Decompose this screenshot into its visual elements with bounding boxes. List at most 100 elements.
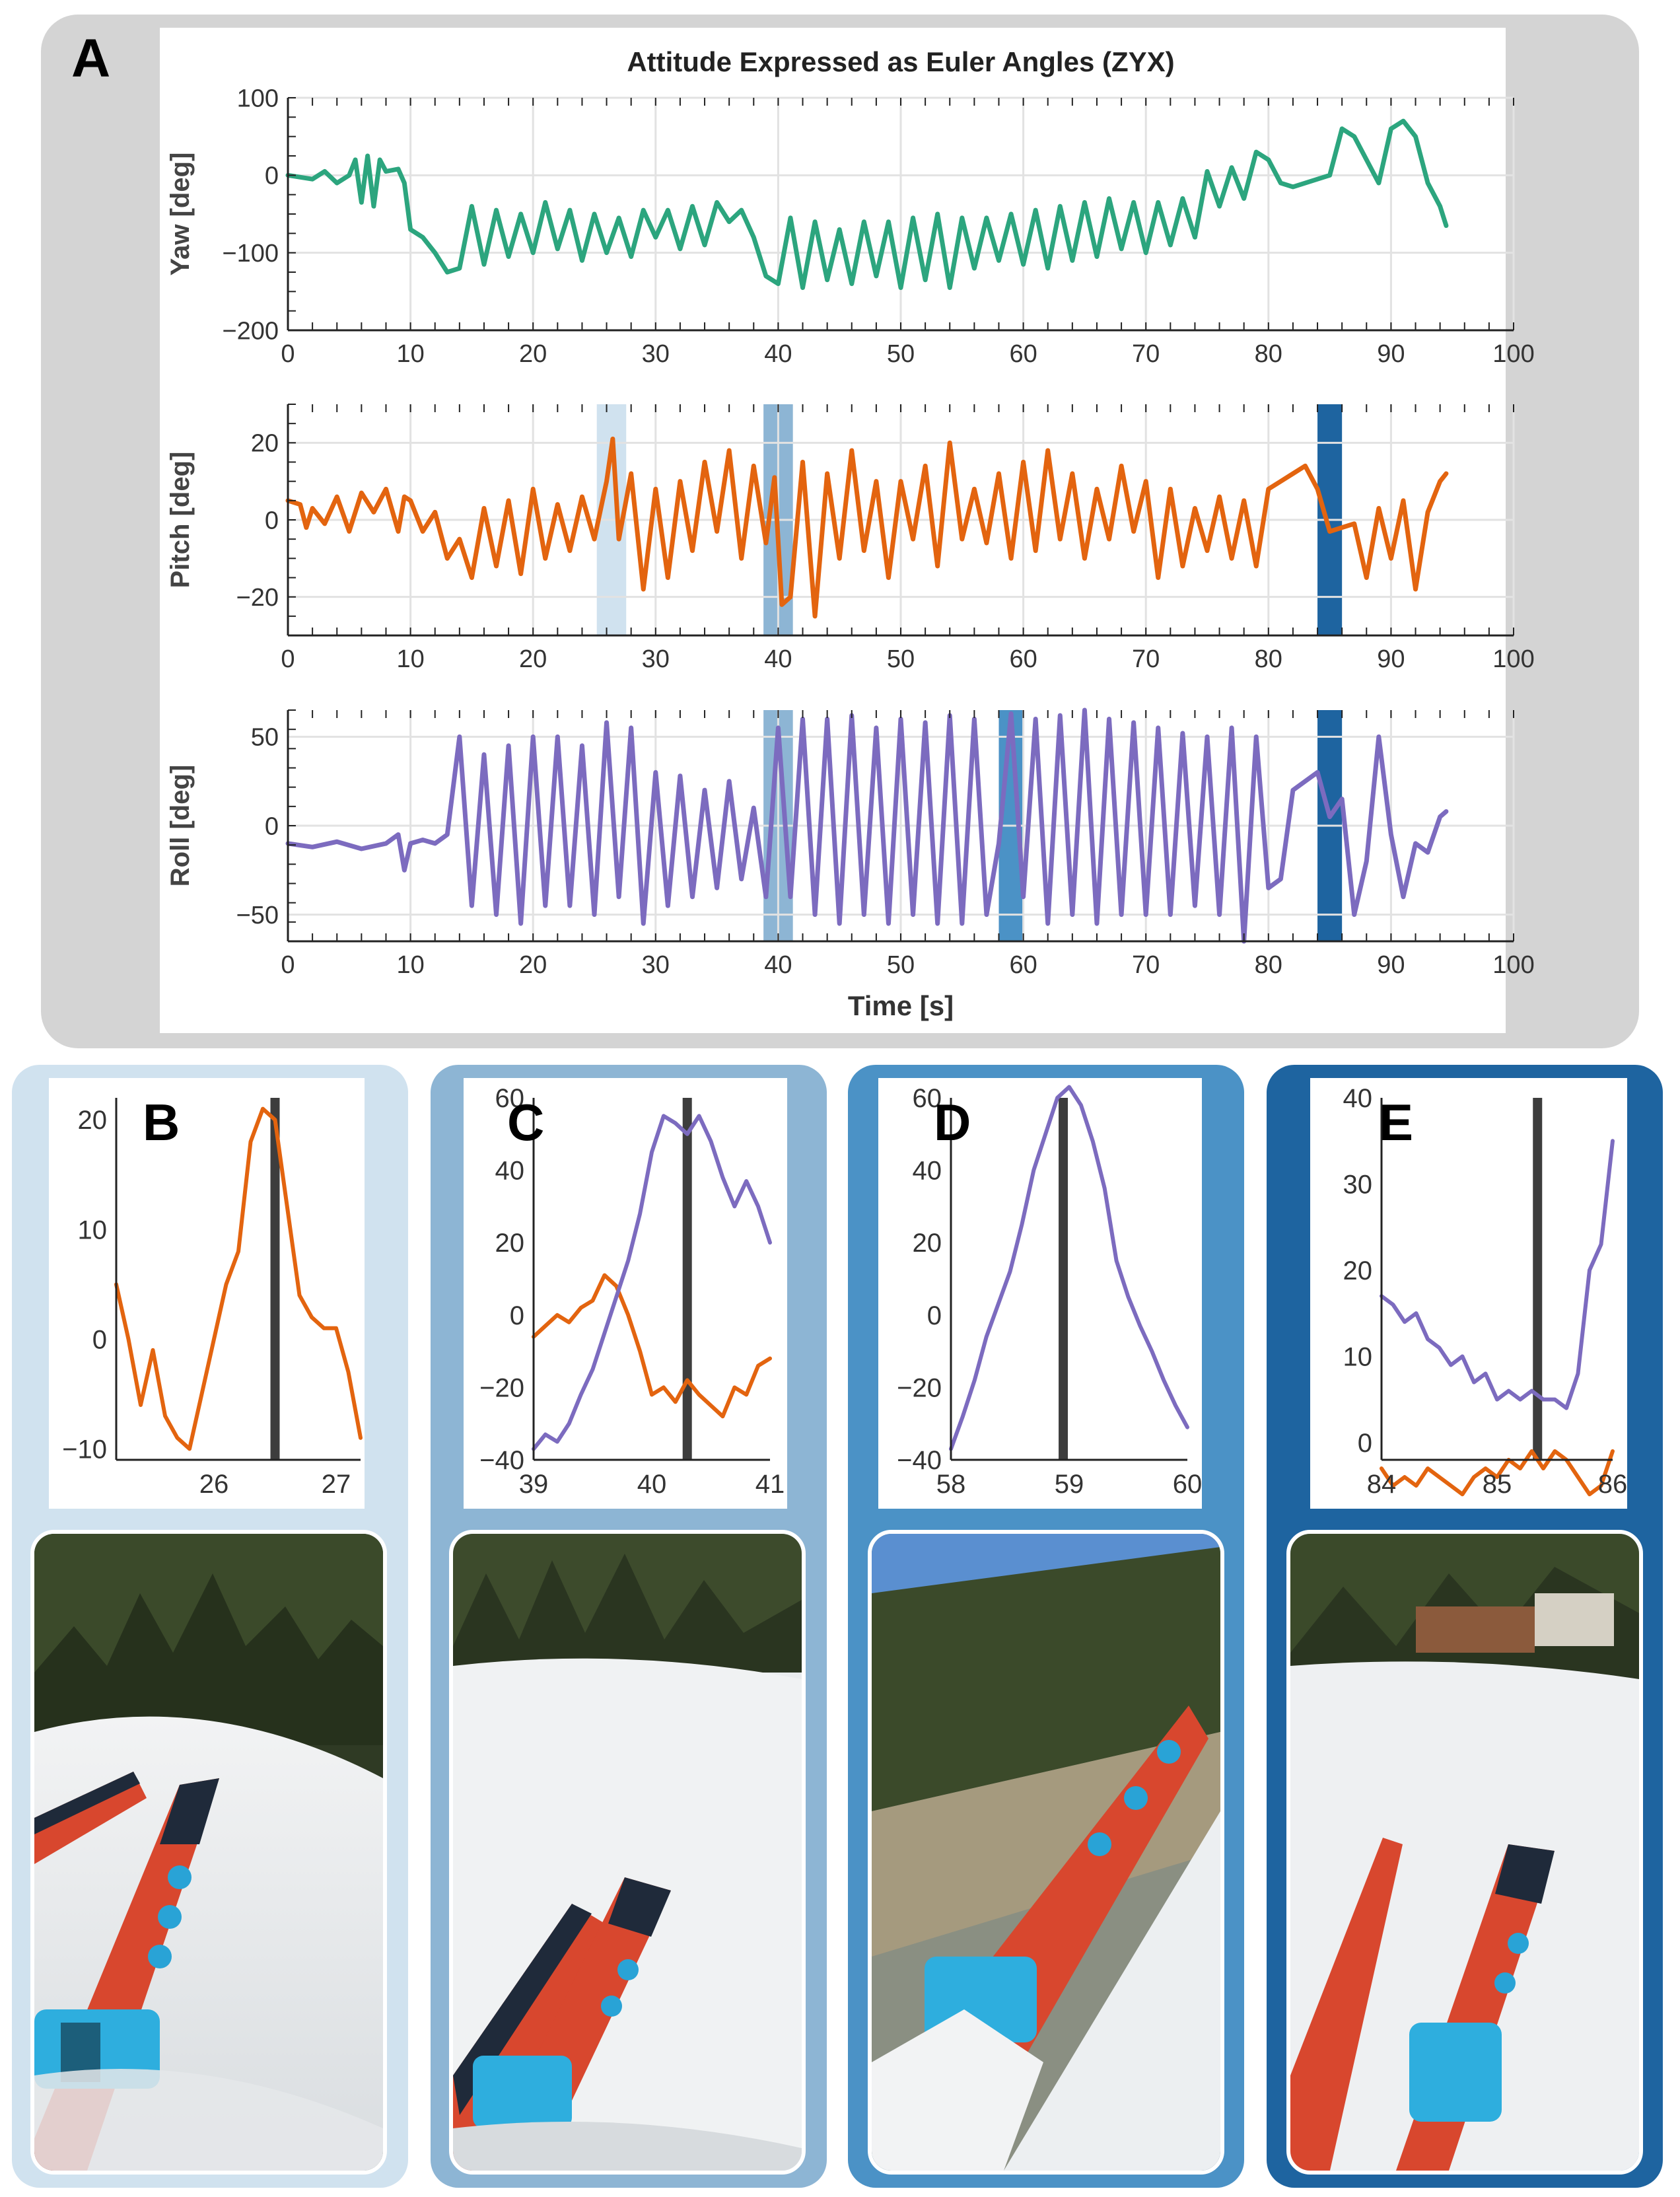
y-tick-label: 20 bbox=[913, 1229, 942, 1258]
y-tick-label: −10 bbox=[62, 1435, 107, 1464]
y-axis-label: Pitch [deg] bbox=[166, 452, 195, 589]
x-tick-label: 0 bbox=[281, 951, 295, 979]
x-tick-label: 90 bbox=[1377, 340, 1405, 368]
panel-b-chart-card bbox=[49, 1078, 365, 1509]
series-line bbox=[532, 1114, 772, 1451]
y-tick-label: 60 bbox=[913, 1084, 942, 1113]
y-tick-label: 0 bbox=[510, 1301, 524, 1330]
x-tick-label: 10 bbox=[396, 645, 424, 673]
ski-photo-b bbox=[30, 1530, 387, 2175]
chart-title: Attitude Expressed as Euler Angles (ZYX) bbox=[627, 46, 1174, 77]
panel-b-to-e-charts: 26 27 −10 0 10 20 39 40 41 −40 −20 0 20 40 60 58 59 60 −40… bbox=[62, 1084, 1628, 1499]
y-tick-label: −100 bbox=[222, 240, 279, 268]
y-tick-label: 0 bbox=[265, 162, 279, 190]
x-tick-label: 60 bbox=[1009, 340, 1037, 368]
panel-label-b: B bbox=[143, 1093, 180, 1151]
series-line bbox=[285, 437, 1449, 619]
x-tick-label: 40 bbox=[764, 645, 792, 673]
y-tick-label: 20 bbox=[1343, 1256, 1373, 1285]
x-tick-label: 0 bbox=[281, 340, 295, 368]
x-tick-label: 40 bbox=[764, 951, 792, 979]
x-tick-label: 26 bbox=[199, 1470, 229, 1499]
chart-B: 26 27 −10 0 10 20 bbox=[62, 1098, 363, 1499]
series-line bbox=[114, 1106, 363, 1451]
x-tick-label: 41 bbox=[755, 1470, 785, 1499]
panel-label-d: D bbox=[934, 1093, 971, 1151]
y-tick-label: 40 bbox=[495, 1157, 525, 1186]
x-tick-label: 100 bbox=[1492, 340, 1534, 368]
y-tick-label: 20 bbox=[251, 430, 279, 458]
chart-D: 58 59 60 −40 −20 0 20 40 60 bbox=[897, 1084, 1202, 1499]
x-tick-label: 80 bbox=[1255, 340, 1282, 368]
x-tick-label: 20 bbox=[519, 340, 547, 368]
x-tick-label: 50 bbox=[887, 340, 915, 368]
panel-label-e: E bbox=[1379, 1093, 1414, 1151]
x-tick-label: 70 bbox=[1132, 340, 1160, 368]
y-tick-label: −20 bbox=[897, 1373, 942, 1402]
y-tick-label: 40 bbox=[1343, 1084, 1373, 1113]
y-tick-label: −20 bbox=[479, 1373, 524, 1402]
x-tick-label: 85 bbox=[1483, 1470, 1512, 1499]
y-tick-label: 0 bbox=[265, 507, 279, 534]
x-axis-label: Time [s] bbox=[848, 990, 954, 1021]
panel-e-chart-card bbox=[1310, 1078, 1627, 1509]
y-tick-label: 0 bbox=[927, 1301, 942, 1330]
x-tick-label: 30 bbox=[642, 340, 670, 368]
x-tick-label: 58 bbox=[936, 1470, 966, 1499]
series-line bbox=[532, 1273, 772, 1419]
y-tick-label: 10 bbox=[78, 1215, 108, 1244]
x-tick-label: 10 bbox=[396, 340, 424, 368]
x-tick-label: 27 bbox=[322, 1470, 351, 1499]
x-tick-label: 80 bbox=[1255, 951, 1282, 979]
x-tick-label: 0 bbox=[281, 645, 295, 673]
chart-A-yaw: 0 10 20 30 40 50 60 70 80 90 100 −200 −100 0 100 Yaw [d… bbox=[166, 46, 1535, 368]
x-tick-label: 20 bbox=[519, 645, 547, 673]
ski-photo-e bbox=[1286, 1530, 1643, 2175]
y-axis-label: Yaw [deg] bbox=[166, 153, 195, 276]
x-tick-label: 60 bbox=[1009, 645, 1037, 673]
series-line bbox=[949, 1085, 1189, 1451]
x-tick-label: 59 bbox=[1055, 1470, 1084, 1499]
chart-E: 84 85 86 0 10 20 30 40 bbox=[1343, 1084, 1628, 1499]
x-tick-label: 39 bbox=[519, 1470, 549, 1499]
y-tick-label: −200 bbox=[222, 317, 279, 345]
x-tick-label: 40 bbox=[637, 1470, 667, 1499]
x-tick-label: 70 bbox=[1132, 645, 1160, 673]
x-tick-label: 30 bbox=[642, 951, 670, 979]
x-tick-label: 100 bbox=[1492, 645, 1534, 673]
x-tick-label: 84 bbox=[1367, 1470, 1397, 1499]
x-tick-label: 10 bbox=[396, 951, 424, 979]
ski-photo-d bbox=[868, 1530, 1224, 2175]
y-tick-label: 60 bbox=[495, 1084, 525, 1113]
y-tick-label: 100 bbox=[237, 85, 279, 112]
x-tick-label: 60 bbox=[1009, 951, 1037, 979]
chart-A-pitch: 0 10 20 30 40 50 60 70 80 90 100 −20 0 20 Pitch [deg] bbox=[166, 404, 1535, 673]
series-line bbox=[1380, 1449, 1615, 1497]
series-line bbox=[285, 707, 1449, 944]
ski-photo-c bbox=[449, 1530, 806, 2175]
y-tick-label: 20 bbox=[78, 1106, 108, 1135]
y-tick-label: 30 bbox=[1343, 1170, 1373, 1199]
x-tick-label: 70 bbox=[1132, 951, 1160, 979]
x-tick-label: 90 bbox=[1377, 645, 1405, 673]
y-tick-label: −20 bbox=[236, 584, 279, 612]
series-line bbox=[1380, 1139, 1615, 1410]
panel-label-c: C bbox=[507, 1093, 545, 1151]
x-tick-label: 90 bbox=[1377, 951, 1405, 979]
x-tick-label: 60 bbox=[1173, 1470, 1203, 1499]
x-tick-label: 80 bbox=[1255, 645, 1282, 673]
x-tick-label: 50 bbox=[887, 951, 915, 979]
x-tick-label: 30 bbox=[642, 645, 670, 673]
panel-label-a: A bbox=[71, 28, 111, 89]
series-line bbox=[285, 118, 1449, 290]
x-tick-label: 40 bbox=[764, 340, 792, 368]
y-tick-label: 20 bbox=[495, 1229, 525, 1258]
y-tick-label: 0 bbox=[265, 812, 279, 840]
y-tick-label: −40 bbox=[897, 1446, 942, 1475]
y-tick-label: 0 bbox=[1358, 1429, 1372, 1458]
y-tick-label: 50 bbox=[251, 724, 279, 752]
x-tick-label: 86 bbox=[1598, 1470, 1628, 1499]
x-tick-label: 20 bbox=[519, 951, 547, 979]
